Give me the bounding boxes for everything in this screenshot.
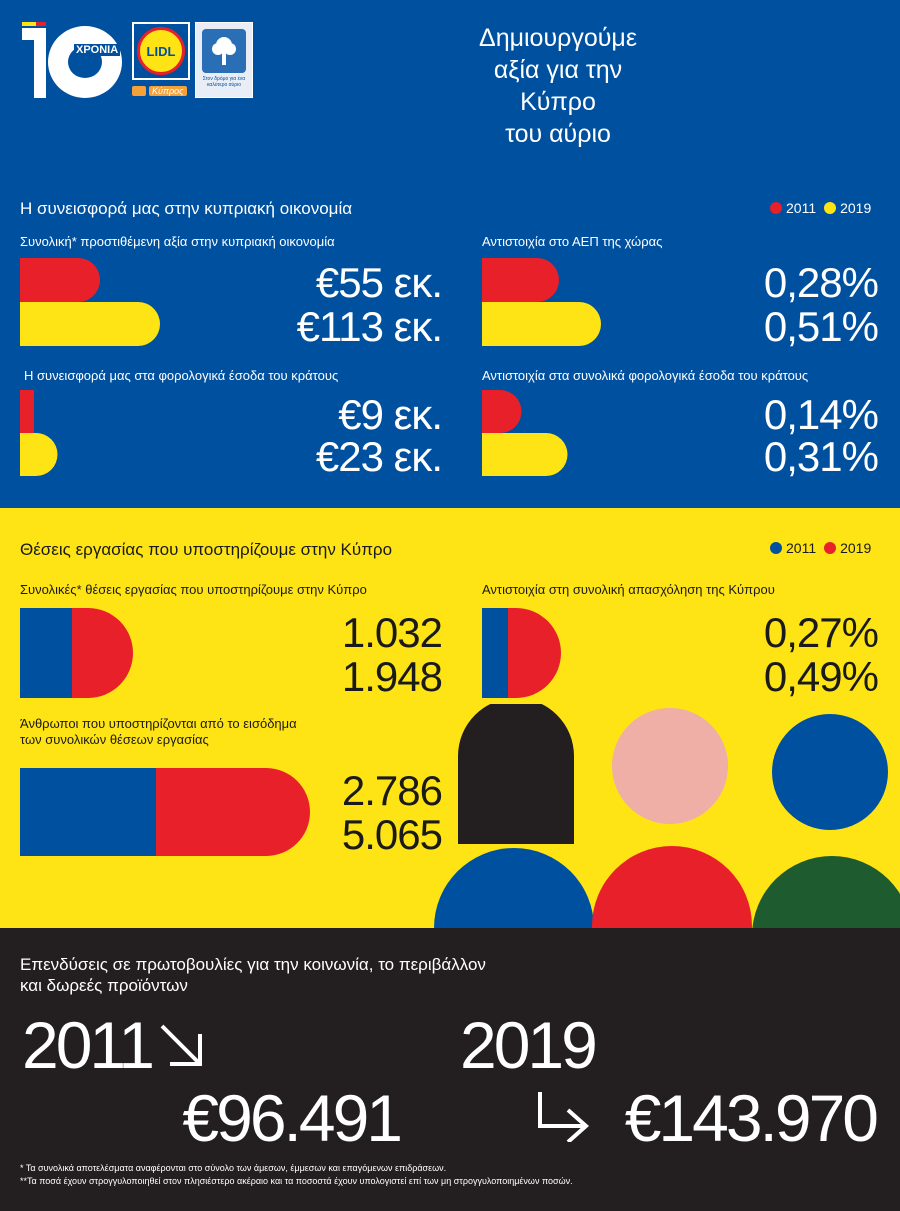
tax-value-2011: €9 εκ. bbox=[240, 394, 442, 436]
gdp-label: Αντιστοιχία στο ΑΕΠ της χώρας bbox=[482, 234, 662, 250]
economy-legend: 2011 2019 bbox=[770, 200, 871, 216]
year-2019: 2019 bbox=[460, 1010, 595, 1080]
tax-label: Η συνεισφορά μας στα φορολογικά έσοδα το… bbox=[24, 368, 338, 384]
gva-value-2019: €113 εκ. bbox=[240, 306, 442, 348]
people-supported-label: Άνθρωποι που υποστηρίζονται από το εισόδ… bbox=[20, 716, 297, 748]
anniversary-logo: ΧΡΟΝΙΑ bbox=[22, 22, 130, 100]
people-supported-2019: 5.065 bbox=[240, 814, 442, 856]
jobs-total-label: Συνολικές* θέσεις εργασίας που υποστηρίζ… bbox=[20, 582, 367, 598]
employment-share-label: Αντιστοιχία στη συνολική απασχόληση της … bbox=[482, 582, 775, 598]
sustainability-badge: Στον δρόμο για ένα καλύτερο αύριο bbox=[195, 22, 253, 98]
economy-title: Η συνεισφορά μας στην κυπριακή οικονομία bbox=[20, 198, 352, 220]
tax-share-value-2019: 0,31% bbox=[660, 436, 878, 478]
lidl-cyprus-tag: Κύπρος bbox=[132, 83, 190, 99]
gdp-shape bbox=[482, 258, 602, 346]
legend-dot-2019 bbox=[824, 542, 836, 554]
employment-share-2011: 0,27% bbox=[660, 612, 878, 654]
tax-value-2019: €23 εκ. bbox=[240, 436, 442, 478]
investments-section: Επενδύσεις σε πρωτοβουλίες για την κοινω… bbox=[0, 928, 900, 1211]
tax-share-shape bbox=[482, 390, 572, 476]
tree-icon bbox=[202, 29, 246, 73]
legend-dot-2011 bbox=[770, 202, 782, 214]
gva-label: Συνολική* προστιθέμενη αξία στην κυπριακ… bbox=[20, 234, 335, 250]
legend-dot-2019 bbox=[824, 202, 836, 214]
headline: Δημιουργούμε αξία για την Κύπρο του αύρι… bbox=[440, 22, 676, 150]
logo-years-text: ΧΡΟΝΙΑ bbox=[74, 44, 120, 56]
tax-share-label: Αντιστοιχία στα συνολικά φορολογικά έσοδ… bbox=[482, 368, 808, 384]
investments-title: Επενδύσεις σε πρωτοβουλίες για την κοινω… bbox=[20, 954, 486, 996]
gva-value-2011: €55 εκ. bbox=[240, 262, 442, 304]
year-2011: 2011 bbox=[22, 1010, 152, 1080]
employment-share-shape bbox=[482, 608, 562, 698]
gdp-value-2019: 0,51% bbox=[660, 306, 878, 348]
gdp-value-2011: 0,28% bbox=[660, 262, 878, 304]
tax-shape bbox=[20, 390, 80, 476]
amount-2019: €143.970 bbox=[600, 1083, 876, 1153]
badge-text: Στον δρόμο για ένα καλύτερο αύριο bbox=[196, 76, 252, 88]
footnote-2: **Τα ποσά έχουν στρογγυλοποιηθεί στον πλ… bbox=[20, 1175, 573, 1188]
footnotes: * Τα συνολικά αποτελέσματα αναφέρονται σ… bbox=[20, 1162, 573, 1188]
people-supported-2011: 2.786 bbox=[240, 770, 442, 812]
jobs-title: Θέσεις εργασίας που υποστηρίζουμε στην Κ… bbox=[20, 539, 392, 561]
lidl-logo: LIDL bbox=[132, 22, 190, 80]
gva-shape bbox=[20, 258, 182, 346]
arrow-turn-right-icon bbox=[534, 1088, 594, 1142]
arrow-down-right-icon bbox=[156, 1020, 208, 1070]
footnote-1: * Τα συνολικά αποτελέσματα αναφέρονται σ… bbox=[20, 1162, 573, 1175]
jobs-legend: 2011 2019 bbox=[770, 540, 871, 556]
amount-2011: €96.491 bbox=[150, 1083, 400, 1153]
people-illustration bbox=[430, 704, 900, 928]
jobs-total-2011: 1.032 bbox=[240, 612, 442, 654]
jobs-total-2019: 1.948 bbox=[240, 656, 442, 698]
lidl-logo-text: LIDL bbox=[147, 44, 176, 59]
economy-section: ΧΡΟΝΙΑ LIDL Κύπρος Στον δρόμο για ένα κα… bbox=[0, 0, 900, 508]
jobs-section: Θέσεις εργασίας που υποστηρίζουμε στην Κ… bbox=[0, 508, 900, 928]
employment-share-2019: 0,49% bbox=[660, 656, 878, 698]
jobs-total-shape bbox=[20, 608, 134, 698]
legend-dot-2011 bbox=[770, 542, 782, 554]
tax-share-value-2011: 0,14% bbox=[660, 394, 878, 436]
